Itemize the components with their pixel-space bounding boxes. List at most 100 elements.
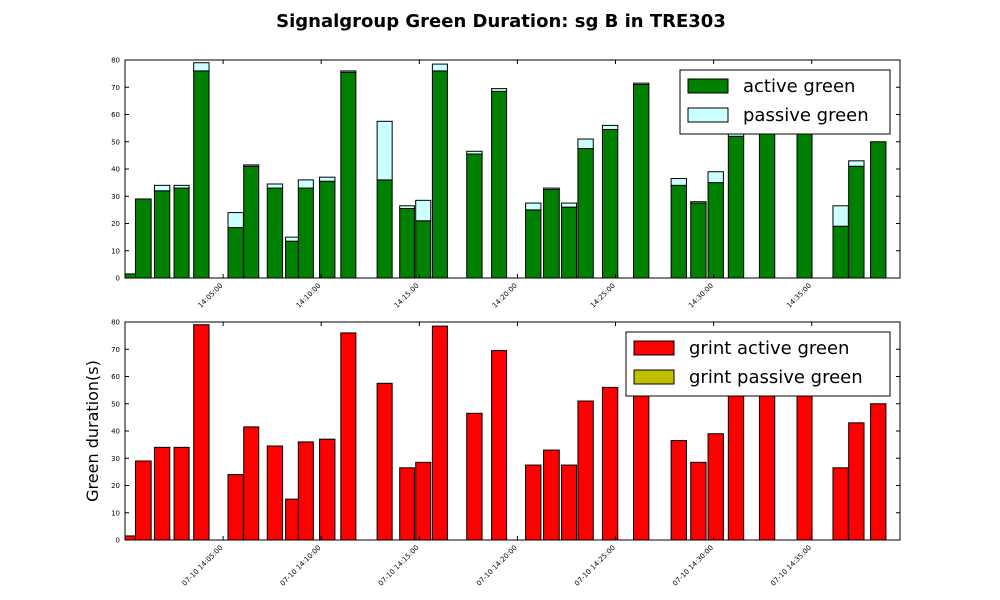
bottom-panel: 0 10 20 30 40 50 60 70 80 07-10 14:05:00 07-10 14:…	[83, 319, 901, 588]
bar-passive-8	[285, 236, 300, 242]
bar-passive-21	[577, 138, 594, 150]
bar-active-7	[266, 187, 284, 279]
y-tick-label: 10	[111, 247, 120, 255]
bar-passive-9	[297, 179, 314, 189]
bar-active-24	[670, 184, 687, 279]
bar-active-28	[758, 133, 776, 279]
bar-active-27	[727, 135, 745, 279]
y-tick-label: 0	[116, 537, 120, 545]
x-tick-label: 07-10 14:30:00	[671, 544, 715, 588]
x-tick-label: 07-10 14:35:00	[769, 544, 813, 588]
x-tick-label: 07-10 14:25:00	[573, 544, 617, 588]
bar-active-19	[543, 188, 560, 279]
bar-active-10	[319, 438, 336, 541]
bar-passive-13	[399, 205, 415, 210]
y-tick-label: 70	[111, 84, 120, 92]
bar-active-28	[758, 395, 776, 541]
bar-active-20	[561, 206, 578, 279]
bar-active-7	[266, 445, 284, 541]
bar-passive-6	[243, 164, 260, 167]
x-tick-label: 07-10 14:15:00	[377, 544, 421, 588]
x-tick-label: 14:30:00	[687, 282, 715, 310]
bar-passive-18	[525, 202, 542, 211]
bar-active-11	[340, 71, 357, 279]
bar-active-14	[415, 220, 432, 279]
legend-swatch	[687, 78, 729, 94]
x-tick-label: 07-10 14:05:00	[181, 544, 225, 588]
bar-active-1	[134, 460, 152, 541]
bar-passive-19	[543, 187, 560, 190]
bar-active-29	[796, 395, 813, 541]
legend-swatch	[687, 107, 729, 123]
top-panel: 0 10 20 30 40 50 60 70 80 14:05:00 14:10:00 14:15:0…	[111, 57, 901, 310]
bar-active-31	[848, 422, 865, 541]
bar-active-25	[690, 461, 707, 541]
bar-passive-15	[431, 63, 448, 72]
x-tick-label: 14:05:00	[197, 282, 225, 310]
bar-active-9	[297, 441, 314, 541]
bar-active-15	[431, 325, 448, 541]
bar-active-17	[491, 90, 508, 279]
bar-active-5	[227, 474, 244, 541]
y-tick-label: 30	[111, 455, 120, 463]
bar-active-27	[727, 393, 745, 541]
bar-active-16	[466, 412, 483, 541]
bar-active-1	[134, 198, 152, 279]
bar-active-18	[525, 209, 542, 279]
x-tick-label: 14:25:00	[589, 282, 617, 310]
bar-passive-26	[707, 171, 724, 184]
x-tick-label: 07-10 14:10:00	[279, 544, 323, 588]
legend-label: grint passive green	[689, 367, 863, 388]
y-tick-label: 80	[111, 319, 120, 327]
bar-active-20	[561, 464, 578, 541]
bar-active-5	[227, 227, 244, 279]
bar-active-9	[297, 187, 314, 279]
bar-active-13	[399, 467, 415, 541]
bar-active-26	[707, 433, 724, 541]
bar-passive-22	[601, 124, 619, 130]
bar-active-22	[601, 128, 619, 279]
bar-active-25	[690, 202, 707, 279]
bar-active-12	[376, 179, 393, 279]
bar-passive-24	[670, 178, 687, 186]
bar-active-4	[193, 70, 210, 279]
bar-passive-30	[832, 205, 849, 227]
x-tick-label: 14:35:00	[785, 282, 813, 310]
bar-passive-17	[491, 88, 508, 92]
x-tick-label: 14:10:00	[295, 282, 323, 310]
bar-passive-14	[415, 199, 432, 222]
legend-label: passive green	[743, 105, 869, 126]
chart-title: Signalgroup Green Duration: sg B in TRE3…	[276, 11, 726, 32]
bar-active-17	[491, 350, 508, 541]
bar-active-2	[153, 446, 171, 541]
bar-passive-11	[340, 70, 357, 73]
bar-active-30	[832, 467, 849, 541]
bar-passive-23	[632, 82, 650, 86]
legend-label: active green	[743, 76, 855, 97]
y-tick-label: 10	[111, 509, 120, 517]
bar-active-15	[431, 70, 448, 279]
bar-active-3	[173, 187, 190, 279]
y-tick-label: 60	[111, 111, 120, 119]
y-tick-label: 30	[111, 193, 120, 201]
bar-active-4	[193, 324, 210, 541]
y-axis-label: Green duration(s)	[83, 360, 102, 502]
bar-active-16	[466, 153, 483, 279]
bar-active-30	[832, 225, 849, 279]
bar-active-6	[243, 426, 260, 541]
x-tick-label: 14:20:00	[491, 282, 519, 310]
legend: grint active green grint passive green	[625, 331, 891, 397]
bar-active-8	[285, 498, 300, 541]
bar-passive-25	[690, 201, 707, 204]
bar-passive-31	[848, 160, 865, 167]
legend-swatch	[633, 340, 675, 356]
bar-active-26	[707, 182, 724, 279]
bar-passive-2	[153, 184, 171, 192]
bar-active-14	[415, 461, 432, 541]
y-tick-label: 50	[111, 400, 120, 408]
bar-active-13	[399, 208, 415, 279]
legend: active green passive green	[679, 69, 891, 135]
bar-passive-20	[561, 202, 578, 208]
bar-passive-5	[227, 212, 244, 229]
